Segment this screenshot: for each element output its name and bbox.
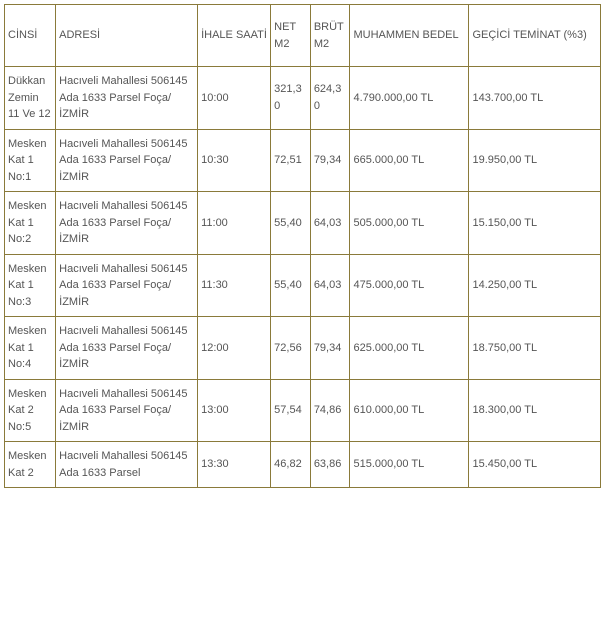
cell-gecici_teminat: 19.950,00 TL	[469, 129, 601, 192]
cell-net_m2: 72,51	[271, 129, 311, 192]
cell-cinsi: Mesken Kat 2	[5, 442, 56, 488]
cell-muhammen_bedel: 505.000,00 TL	[350, 192, 469, 255]
cell-ihale_saati: 13:30	[198, 442, 271, 488]
cell-ihale_saati: 10:00	[198, 67, 271, 130]
cell-gecici_teminat: 14.250,00 TL	[469, 254, 601, 317]
col-net-m2: NET M2	[271, 5, 311, 67]
cell-gecici_teminat: 18.300,00 TL	[469, 379, 601, 442]
cell-ihale_saati: 11:00	[198, 192, 271, 255]
cell-brut_m2: 64,03	[310, 192, 350, 255]
cell-net_m2: 72,56	[271, 317, 311, 380]
cell-net_m2: 57,54	[271, 379, 311, 442]
cell-muhammen_bedel: 665.000,00 TL	[350, 129, 469, 192]
cell-adresi: Hacıveli Mahallesi 506145 Ada 1633 Parse…	[56, 317, 198, 380]
property-auction-table: CİNSİ ADRESİ İHALE SAATİ NET M2 BRÜT M2 …	[4, 4, 601, 488]
cell-net_m2: 55,40	[271, 192, 311, 255]
cell-brut_m2: 79,34	[310, 129, 350, 192]
cell-brut_m2: 64,03	[310, 254, 350, 317]
cell-gecici_teminat: 15.450,00 TL	[469, 442, 601, 488]
table-row: Dükkan Zemin 11 Ve 12Hacıveli Mahallesi …	[5, 67, 601, 130]
table-row: Mesken Kat 2Hacıveli Mahallesi 506145 Ad…	[5, 442, 601, 488]
col-gecici-teminat: GEÇİCİ TEMİNAT (%3)	[469, 5, 601, 67]
cell-brut_m2: 79,34	[310, 317, 350, 380]
table-row: Mesken Kat 1 No:3Hacıveli Mahallesi 5061…	[5, 254, 601, 317]
cell-ihale_saati: 11:30	[198, 254, 271, 317]
cell-brut_m2: 63,86	[310, 442, 350, 488]
table-header: CİNSİ ADRESİ İHALE SAATİ NET M2 BRÜT M2 …	[5, 5, 601, 67]
table-row: Mesken Kat 1 No:4Hacıveli Mahallesi 5061…	[5, 317, 601, 380]
cell-adresi: Hacıveli Mahallesi 506145 Ada 1633 Parse…	[56, 254, 198, 317]
cell-muhammen_bedel: 4.790.000,00 TL	[350, 67, 469, 130]
cell-net_m2: 55,40	[271, 254, 311, 317]
table-body: Dükkan Zemin 11 Ve 12Hacıveli Mahallesi …	[5, 67, 601, 488]
table-row: Mesken Kat 2 No:5Hacıveli Mahallesi 5061…	[5, 379, 601, 442]
cell-muhammen_bedel: 625.000,00 TL	[350, 317, 469, 380]
cell-muhammen_bedel: 610.000,00 TL	[350, 379, 469, 442]
cell-gecici_teminat: 15.150,00 TL	[469, 192, 601, 255]
cell-net_m2: 321,30	[271, 67, 311, 130]
table-row: Mesken Kat 1 No:1Hacıveli Mahallesi 5061…	[5, 129, 601, 192]
cell-cinsi: Dükkan Zemin 11 Ve 12	[5, 67, 56, 130]
cell-brut_m2: 74,86	[310, 379, 350, 442]
cell-cinsi: Mesken Kat 2 No:5	[5, 379, 56, 442]
cell-adresi: Hacıveli Mahallesi 506145 Ada 1633 Parse…	[56, 192, 198, 255]
col-muhammen-bedel: MUHAMMEN BEDEL	[350, 5, 469, 67]
col-cinsi: CİNSİ	[5, 5, 56, 67]
cell-cinsi: Mesken Kat 1 No:1	[5, 129, 56, 192]
cell-ihale_saati: 12:00	[198, 317, 271, 380]
cell-muhammen_bedel: 475.000,00 TL	[350, 254, 469, 317]
cell-brut_m2: 624,30	[310, 67, 350, 130]
cell-ihale_saati: 13:00	[198, 379, 271, 442]
cell-adresi: Hacıveli Mahallesi 506145 Ada 1633 Parse…	[56, 129, 198, 192]
table-row: Mesken Kat 1 No:2Hacıveli Mahallesi 5061…	[5, 192, 601, 255]
cell-cinsi: Mesken Kat 1 No:3	[5, 254, 56, 317]
cell-cinsi: Mesken Kat 1 No:2	[5, 192, 56, 255]
cell-adresi: Hacıveli Mahallesi 506145 Ada 1633 Parse…	[56, 379, 198, 442]
col-adresi: ADRESİ	[56, 5, 198, 67]
cell-muhammen_bedel: 515.000,00 TL	[350, 442, 469, 488]
cell-gecici_teminat: 18.750,00 TL	[469, 317, 601, 380]
col-ihale-saati: İHALE SAATİ	[198, 5, 271, 67]
cell-ihale_saati: 10:30	[198, 129, 271, 192]
cell-net_m2: 46,82	[271, 442, 311, 488]
cell-adresi: Hacıveli Mahallesi 506145 Ada 1633 Parse…	[56, 67, 198, 130]
cell-adresi: Hacıveli Mahallesi 506145 Ada 1633 Parse…	[56, 442, 198, 488]
cell-gecici_teminat: 143.700,00 TL	[469, 67, 601, 130]
cell-cinsi: Mesken Kat 1 No:4	[5, 317, 56, 380]
col-brut-m2: BRÜT M2	[310, 5, 350, 67]
